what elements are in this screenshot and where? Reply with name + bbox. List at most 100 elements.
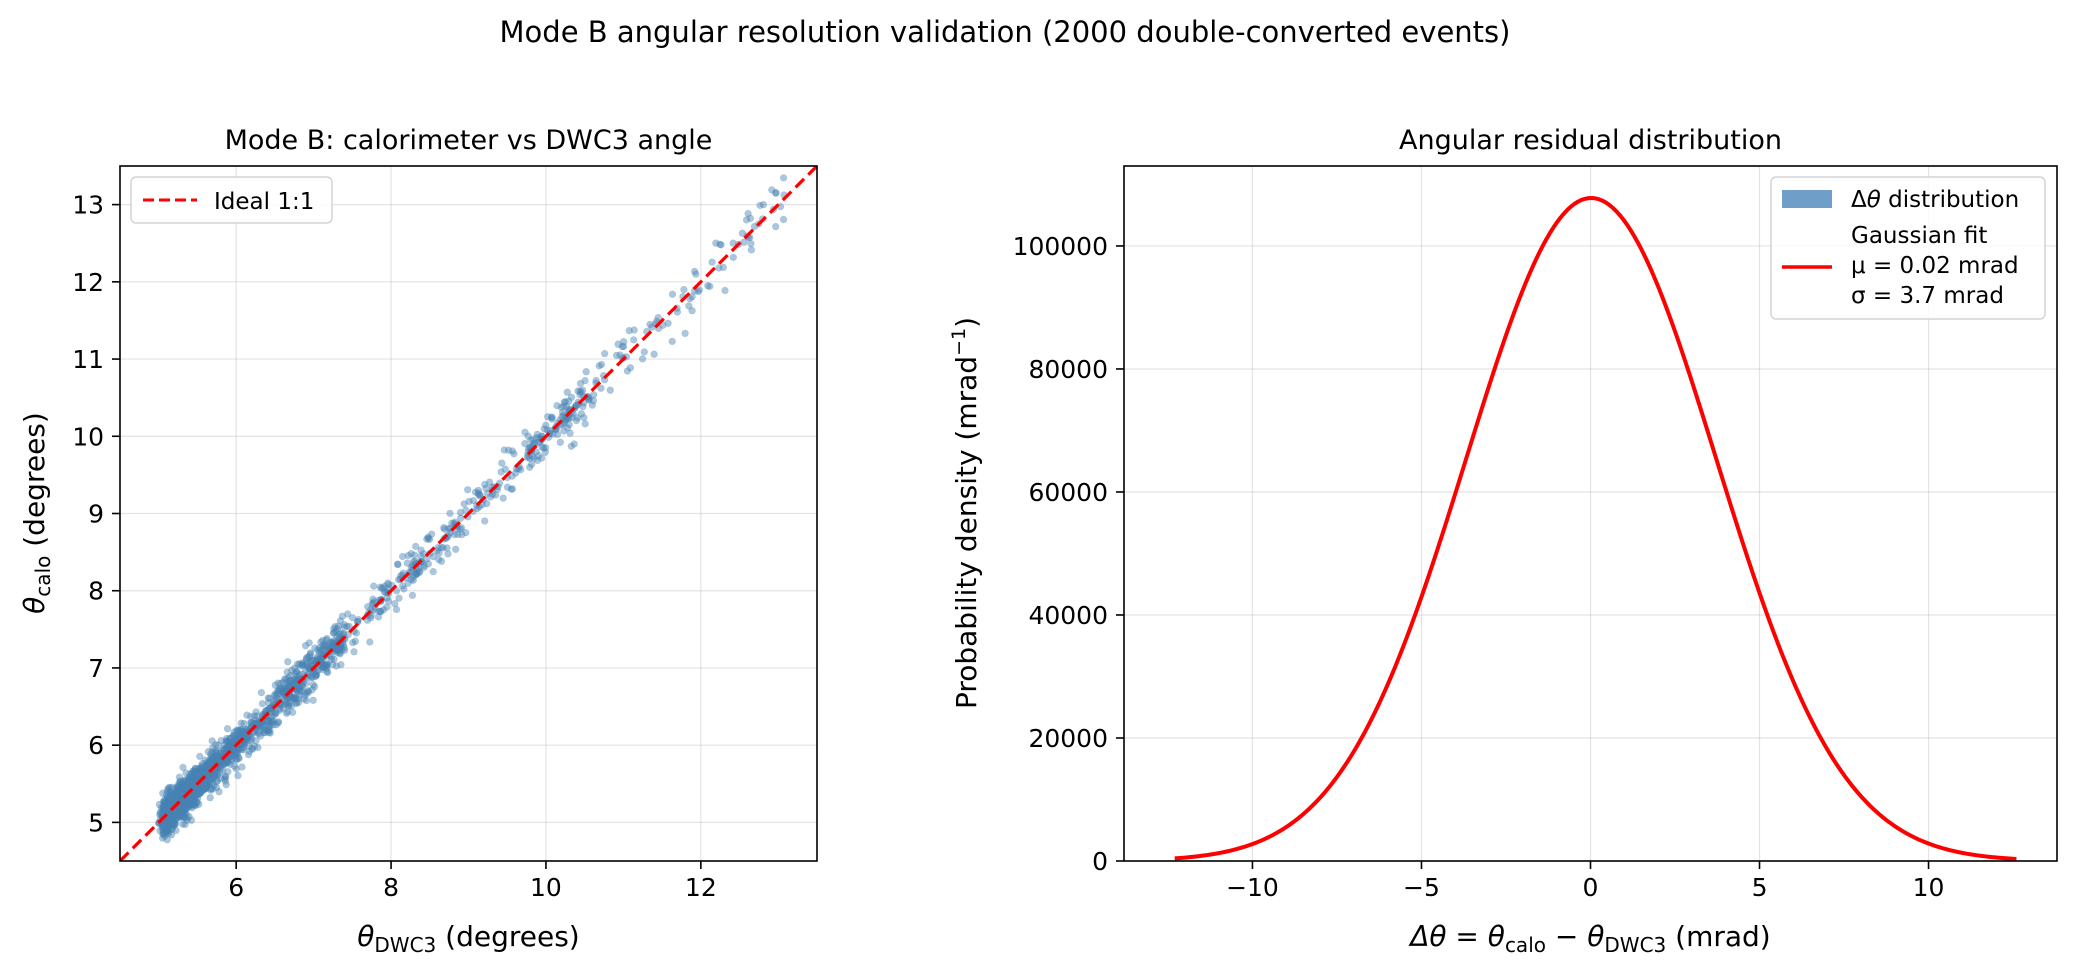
scatter-point xyxy=(450,530,459,539)
scatter-point xyxy=(320,644,328,652)
residual-x-label-mid: − θ xyxy=(1546,920,1604,953)
scatter-point xyxy=(606,386,614,394)
scatter-point xyxy=(165,802,173,810)
scatter-point xyxy=(295,683,303,691)
scatter-point xyxy=(202,782,211,790)
scatter-point xyxy=(756,201,764,210)
scatter-point xyxy=(204,770,212,779)
scatter-point xyxy=(719,263,727,272)
scatter-point xyxy=(369,606,378,615)
scatter-point xyxy=(177,786,185,795)
scatter-point xyxy=(239,727,248,735)
scatter-point xyxy=(619,338,628,346)
scatter-point xyxy=(738,229,747,237)
scatter-point xyxy=(200,784,209,793)
scatter-point xyxy=(234,745,243,753)
scatter-point xyxy=(185,794,193,802)
scatter-point xyxy=(295,695,303,703)
scatter-point xyxy=(169,821,177,830)
scatter-point xyxy=(225,738,234,746)
scatter-point xyxy=(332,627,340,635)
scatter-point xyxy=(161,819,169,827)
scatter-point xyxy=(171,815,179,824)
scatter-point xyxy=(236,725,244,734)
scatter-point xyxy=(286,676,294,684)
scatter-point xyxy=(208,758,216,766)
scatter-point xyxy=(293,699,301,708)
scatter-point xyxy=(213,777,221,786)
scatter-point xyxy=(170,811,179,819)
scatter-point xyxy=(375,607,383,616)
scatter-point xyxy=(176,786,184,795)
scatter-point xyxy=(185,797,193,805)
scatter-point xyxy=(178,802,186,810)
scatter-point xyxy=(746,214,755,223)
scatter-point xyxy=(523,453,532,462)
scatter-point xyxy=(376,607,385,616)
scatter-point xyxy=(352,629,361,637)
scatter-point xyxy=(582,368,590,376)
scatter-point xyxy=(171,820,179,829)
scatter-point xyxy=(295,691,304,699)
scatter-point xyxy=(264,726,272,734)
scatter-point xyxy=(279,704,287,712)
scatter-point xyxy=(420,561,428,570)
scatter-point xyxy=(208,784,217,793)
scatter-point xyxy=(440,525,449,533)
scatter-point xyxy=(437,557,446,565)
scatter-point xyxy=(164,823,172,831)
scatter-point xyxy=(248,744,256,753)
scatter-point xyxy=(194,768,202,776)
scatter-point xyxy=(285,699,293,707)
scatter-point xyxy=(614,340,622,348)
scatter-point xyxy=(208,779,217,787)
scatter-point xyxy=(377,607,385,616)
scatter-point xyxy=(159,830,167,838)
scatter-point xyxy=(508,485,517,493)
scatter-point xyxy=(174,807,182,815)
scatter-point xyxy=(190,782,199,790)
residual-x-tick-label: −10 xyxy=(1226,873,1279,902)
scatter-point xyxy=(179,787,187,795)
scatter-y-tick-label: 9 xyxy=(88,500,104,529)
scatter-point xyxy=(164,826,173,834)
scatter-point xyxy=(283,699,291,707)
scatter-point xyxy=(165,797,173,805)
scatter-point xyxy=(323,664,331,672)
scatter-point xyxy=(283,684,291,693)
scatter-point xyxy=(547,413,556,421)
scatter-point xyxy=(246,737,255,745)
scatter-point xyxy=(190,795,198,803)
scatter-point xyxy=(176,806,184,814)
scatter-point xyxy=(558,408,567,416)
histogram-legend-rest: distribution xyxy=(1881,187,2019,213)
scatter-point xyxy=(314,646,322,654)
scatter-point xyxy=(330,636,338,645)
histogram-legend-swatch xyxy=(1782,190,1832,208)
scatter-point xyxy=(188,779,196,787)
scatter-point xyxy=(210,781,218,790)
scatter-point xyxy=(207,786,215,794)
scatter-point xyxy=(272,720,280,729)
scatter-y-tick-label: 13 xyxy=(72,191,104,220)
scatter-y-tick-label: 12 xyxy=(72,268,104,297)
figure-suptitle: Mode B angular resolution validation (20… xyxy=(500,15,1511,49)
scatter-point xyxy=(577,410,586,418)
scatter-point xyxy=(541,444,550,452)
scatter-point xyxy=(580,413,588,422)
residual-y-tick-label: 100000 xyxy=(1013,232,1108,261)
scatter-point xyxy=(740,238,748,246)
scatter-point xyxy=(291,693,299,701)
scatter-point xyxy=(238,763,246,771)
scatter-point xyxy=(185,798,193,806)
scatter-point xyxy=(503,483,512,491)
scatter-point xyxy=(588,401,596,409)
scatter-point xyxy=(176,809,185,817)
scatter-point xyxy=(177,803,185,811)
scatter-point xyxy=(194,772,202,780)
scatter-point xyxy=(187,800,196,809)
scatter-point xyxy=(528,452,537,460)
scatter-point xyxy=(717,241,725,249)
scatter-point xyxy=(216,749,224,758)
scatter-point xyxy=(340,623,349,631)
